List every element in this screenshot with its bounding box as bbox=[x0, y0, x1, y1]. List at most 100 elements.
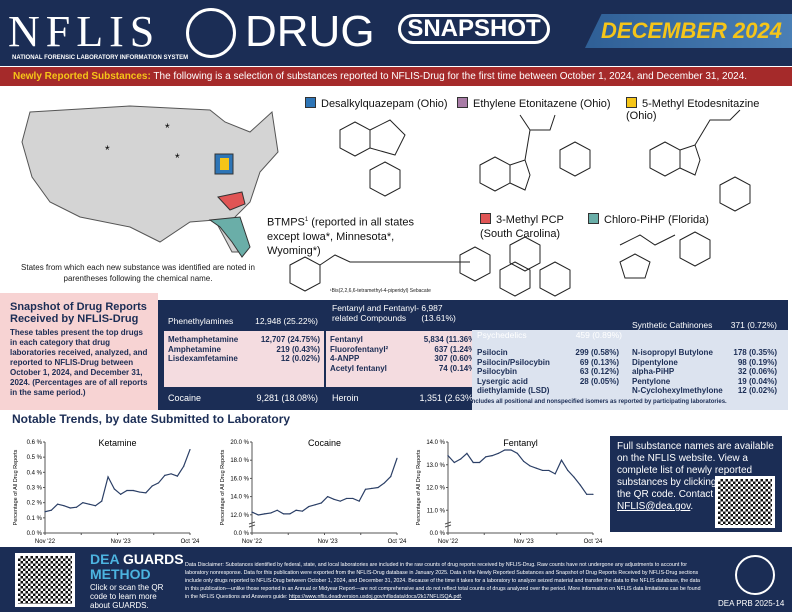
data-point bbox=[176, 475, 178, 477]
star-wyoming: * bbox=[105, 143, 110, 157]
data-point bbox=[63, 505, 65, 507]
data-point bbox=[371, 487, 373, 490]
data-point bbox=[75, 506, 78, 508]
x-tick-label: Nov '22 bbox=[438, 539, 459, 545]
table-row: N-Cyclohexylmethylone 12 (0.02%) bbox=[632, 386, 777, 395]
data-point bbox=[548, 469, 550, 472]
data-point bbox=[504, 449, 506, 451]
data-point bbox=[120, 493, 122, 495]
y-tick-label: 0.1 % bbox=[27, 516, 43, 522]
category-header-fentanyl: Fentanyl and Fentanyl-related Compounds 6… bbox=[332, 303, 456, 323]
data-point bbox=[396, 457, 398, 459]
us-map: * * * bbox=[21, 105, 279, 258]
x-tick-label: Nov '23 bbox=[318, 539, 339, 545]
data-point bbox=[282, 513, 285, 515]
data-point bbox=[516, 452, 518, 454]
data-point bbox=[573, 476, 575, 478]
y-tick-label: 0.2 % bbox=[27, 501, 43, 507]
data-point bbox=[358, 500, 360, 502]
data-point bbox=[364, 488, 367, 490]
data-point bbox=[592, 493, 594, 495]
email-link[interactable]: NFLIS@dea.gov bbox=[617, 501, 691, 512]
table-row: 4-ANPP 307 (0.60%) bbox=[330, 354, 478, 363]
x-tick-label: Oct '24 bbox=[388, 539, 407, 545]
y-tick-label: 18.0 % bbox=[230, 458, 249, 464]
legend-swatch bbox=[305, 97, 316, 108]
y-tick-label: 0.6 % bbox=[27, 440, 43, 446]
data-point bbox=[164, 474, 166, 476]
data-point bbox=[567, 469, 569, 472]
data-point bbox=[301, 510, 304, 512]
substance-chloro-pihp: Chloro-PiHP (Florida) bbox=[588, 213, 709, 226]
data-point bbox=[554, 473, 556, 475]
snapshot-tables: Phenethylamines 12,948 (25.22%) Methamphe… bbox=[158, 300, 788, 410]
data-point bbox=[541, 469, 544, 472]
legend-swatch bbox=[480, 213, 491, 224]
data-point bbox=[314, 504, 316, 506]
x-tick-label: Oct '24 bbox=[181, 539, 200, 545]
y-tick-label: 14.0 % bbox=[230, 495, 249, 501]
table-row: Dipentylone 98 (0.19%) bbox=[632, 357, 777, 367]
guards-qr-code[interactable] bbox=[15, 553, 75, 607]
structure-3-methyl-pcp bbox=[499, 236, 571, 297]
banner: Newly Reported Substances: The following… bbox=[0, 67, 792, 86]
guards-description: Click or scan the QR code to learn more … bbox=[90, 583, 164, 610]
data-point bbox=[57, 503, 59, 505]
table-fentanyl: Fentanyl 5,834 (11.36%) Fluorofentanyl² 63… bbox=[325, 330, 483, 388]
data-point bbox=[113, 488, 115, 490]
substance-btmps: BTMPS1 (reported in all states except Io… bbox=[267, 216, 415, 257]
drug-title: DRUG bbox=[245, 7, 375, 56]
data-point bbox=[447, 455, 449, 457]
data-point bbox=[339, 500, 341, 502]
ohio-highlight-yellow bbox=[220, 158, 229, 170]
y-tick-label: 0.3 % bbox=[27, 486, 43, 492]
data-point bbox=[94, 505, 97, 507]
florida-highlight bbox=[208, 216, 251, 258]
data-point bbox=[251, 511, 253, 513]
data-point bbox=[390, 475, 392, 478]
x-tick-label: Nov '22 bbox=[242, 539, 263, 545]
qa-guide-link[interactable]: https://www.nflis.deadiversion.usdoj.gov… bbox=[288, 594, 461, 600]
structure-chloro-pihp bbox=[619, 231, 711, 279]
y-tick-label: 0.0 % bbox=[430, 531, 446, 537]
table-row: alpha-PiHP 32 (0.06%) bbox=[632, 367, 777, 376]
table-cathinones: N-isopropyl Butylone 178 (0.35%) Dipentyl… bbox=[632, 348, 777, 396]
series-line bbox=[251, 458, 398, 516]
table-psychedelics: Psilocin 299 (0.58%) Psilocin/Psilocybin 6… bbox=[477, 348, 619, 396]
data-point bbox=[523, 460, 525, 462]
publication-code: DEA PRB 2025-14 bbox=[718, 599, 785, 608]
y-tick-label: 13.0 % bbox=[426, 463, 445, 469]
y-tick-label: 20.0 % bbox=[230, 440, 249, 446]
table-row: N-isopropyl Butylone 178 (0.35%) bbox=[632, 348, 777, 357]
y-tick-label: 0.0 % bbox=[27, 531, 43, 537]
y-tick-label: 0.0 % bbox=[234, 531, 250, 537]
info-text: Full substance names are available on th… bbox=[617, 441, 774, 500]
data-point bbox=[472, 461, 474, 464]
banner-text: The following is a selection of substanc… bbox=[150, 71, 748, 82]
table-row: Lisdexamfetamine 12 (0.02%) bbox=[168, 354, 320, 363]
data-point bbox=[529, 465, 531, 467]
data-point bbox=[333, 498, 335, 500]
data-point bbox=[478, 461, 481, 464]
y-axis-label: Percentage of All Drug Reports bbox=[220, 449, 226, 525]
data-point bbox=[327, 496, 329, 498]
data-point bbox=[295, 509, 297, 511]
data-point bbox=[151, 485, 153, 487]
data-point bbox=[44, 511, 46, 513]
data-point bbox=[69, 507, 71, 509]
legend-swatch bbox=[626, 97, 637, 108]
table-row: Fentanyl 5,834 (11.36%) bbox=[330, 335, 478, 344]
series-line bbox=[44, 449, 191, 513]
footer: DEA GUARDS METHOD Click or scan the QR co… bbox=[0, 547, 792, 612]
qr-code[interactable] bbox=[715, 476, 775, 528]
data-point bbox=[107, 476, 109, 478]
substance-desalkylquazepam: Desalkylquazepam (Ohio) bbox=[305, 97, 448, 110]
heroin-total: Heroin 1,351 (2.63%) bbox=[332, 393, 476, 403]
data-point bbox=[126, 489, 128, 492]
y-tick-label: 14.0 % bbox=[426, 440, 445, 446]
table-row: Amphetamine 219 (0.43%) bbox=[168, 344, 320, 354]
data-point bbox=[586, 493, 588, 495]
axis-break bbox=[248, 521, 256, 528]
data-point bbox=[345, 497, 348, 500]
data-point bbox=[579, 484, 581, 486]
